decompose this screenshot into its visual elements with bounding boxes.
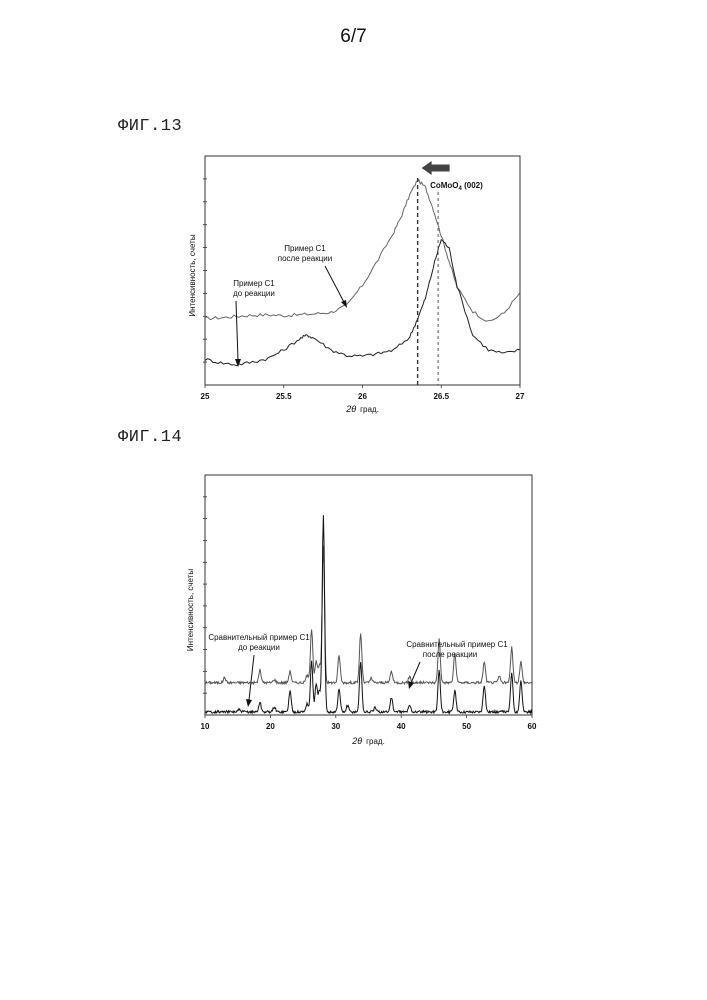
- series-line-1: [205, 545, 532, 684]
- x-tick-label: 10: [201, 722, 210, 731]
- annotation-before-line2: до реакции: [238, 643, 280, 652]
- annotation-after-arrow: [411, 662, 420, 683]
- plot-frame: [205, 475, 532, 715]
- annotation-before-arrow: [249, 655, 254, 700]
- x-axis-unit: град.: [366, 737, 385, 746]
- x-tick-label: 30: [331, 722, 340, 731]
- annotation-before-arrowhead: [246, 699, 252, 707]
- x-tick-label: 40: [397, 722, 406, 731]
- x-tick-label: 50: [462, 722, 471, 731]
- x-axis-symbol: 2θ: [351, 736, 362, 746]
- x-axis-label: 2θ град.: [351, 736, 385, 746]
- annotation-after-line1: Сравнительный пример С1: [406, 640, 508, 649]
- annotation-after-line2: после реакции: [423, 650, 478, 659]
- y-axis-label: Интенсивность, счеты: [186, 569, 195, 651]
- x-tick-label: 60: [528, 722, 537, 731]
- annotation-before-line1: Сравнительный пример С1: [208, 633, 310, 642]
- x-tick-label: 20: [266, 722, 275, 731]
